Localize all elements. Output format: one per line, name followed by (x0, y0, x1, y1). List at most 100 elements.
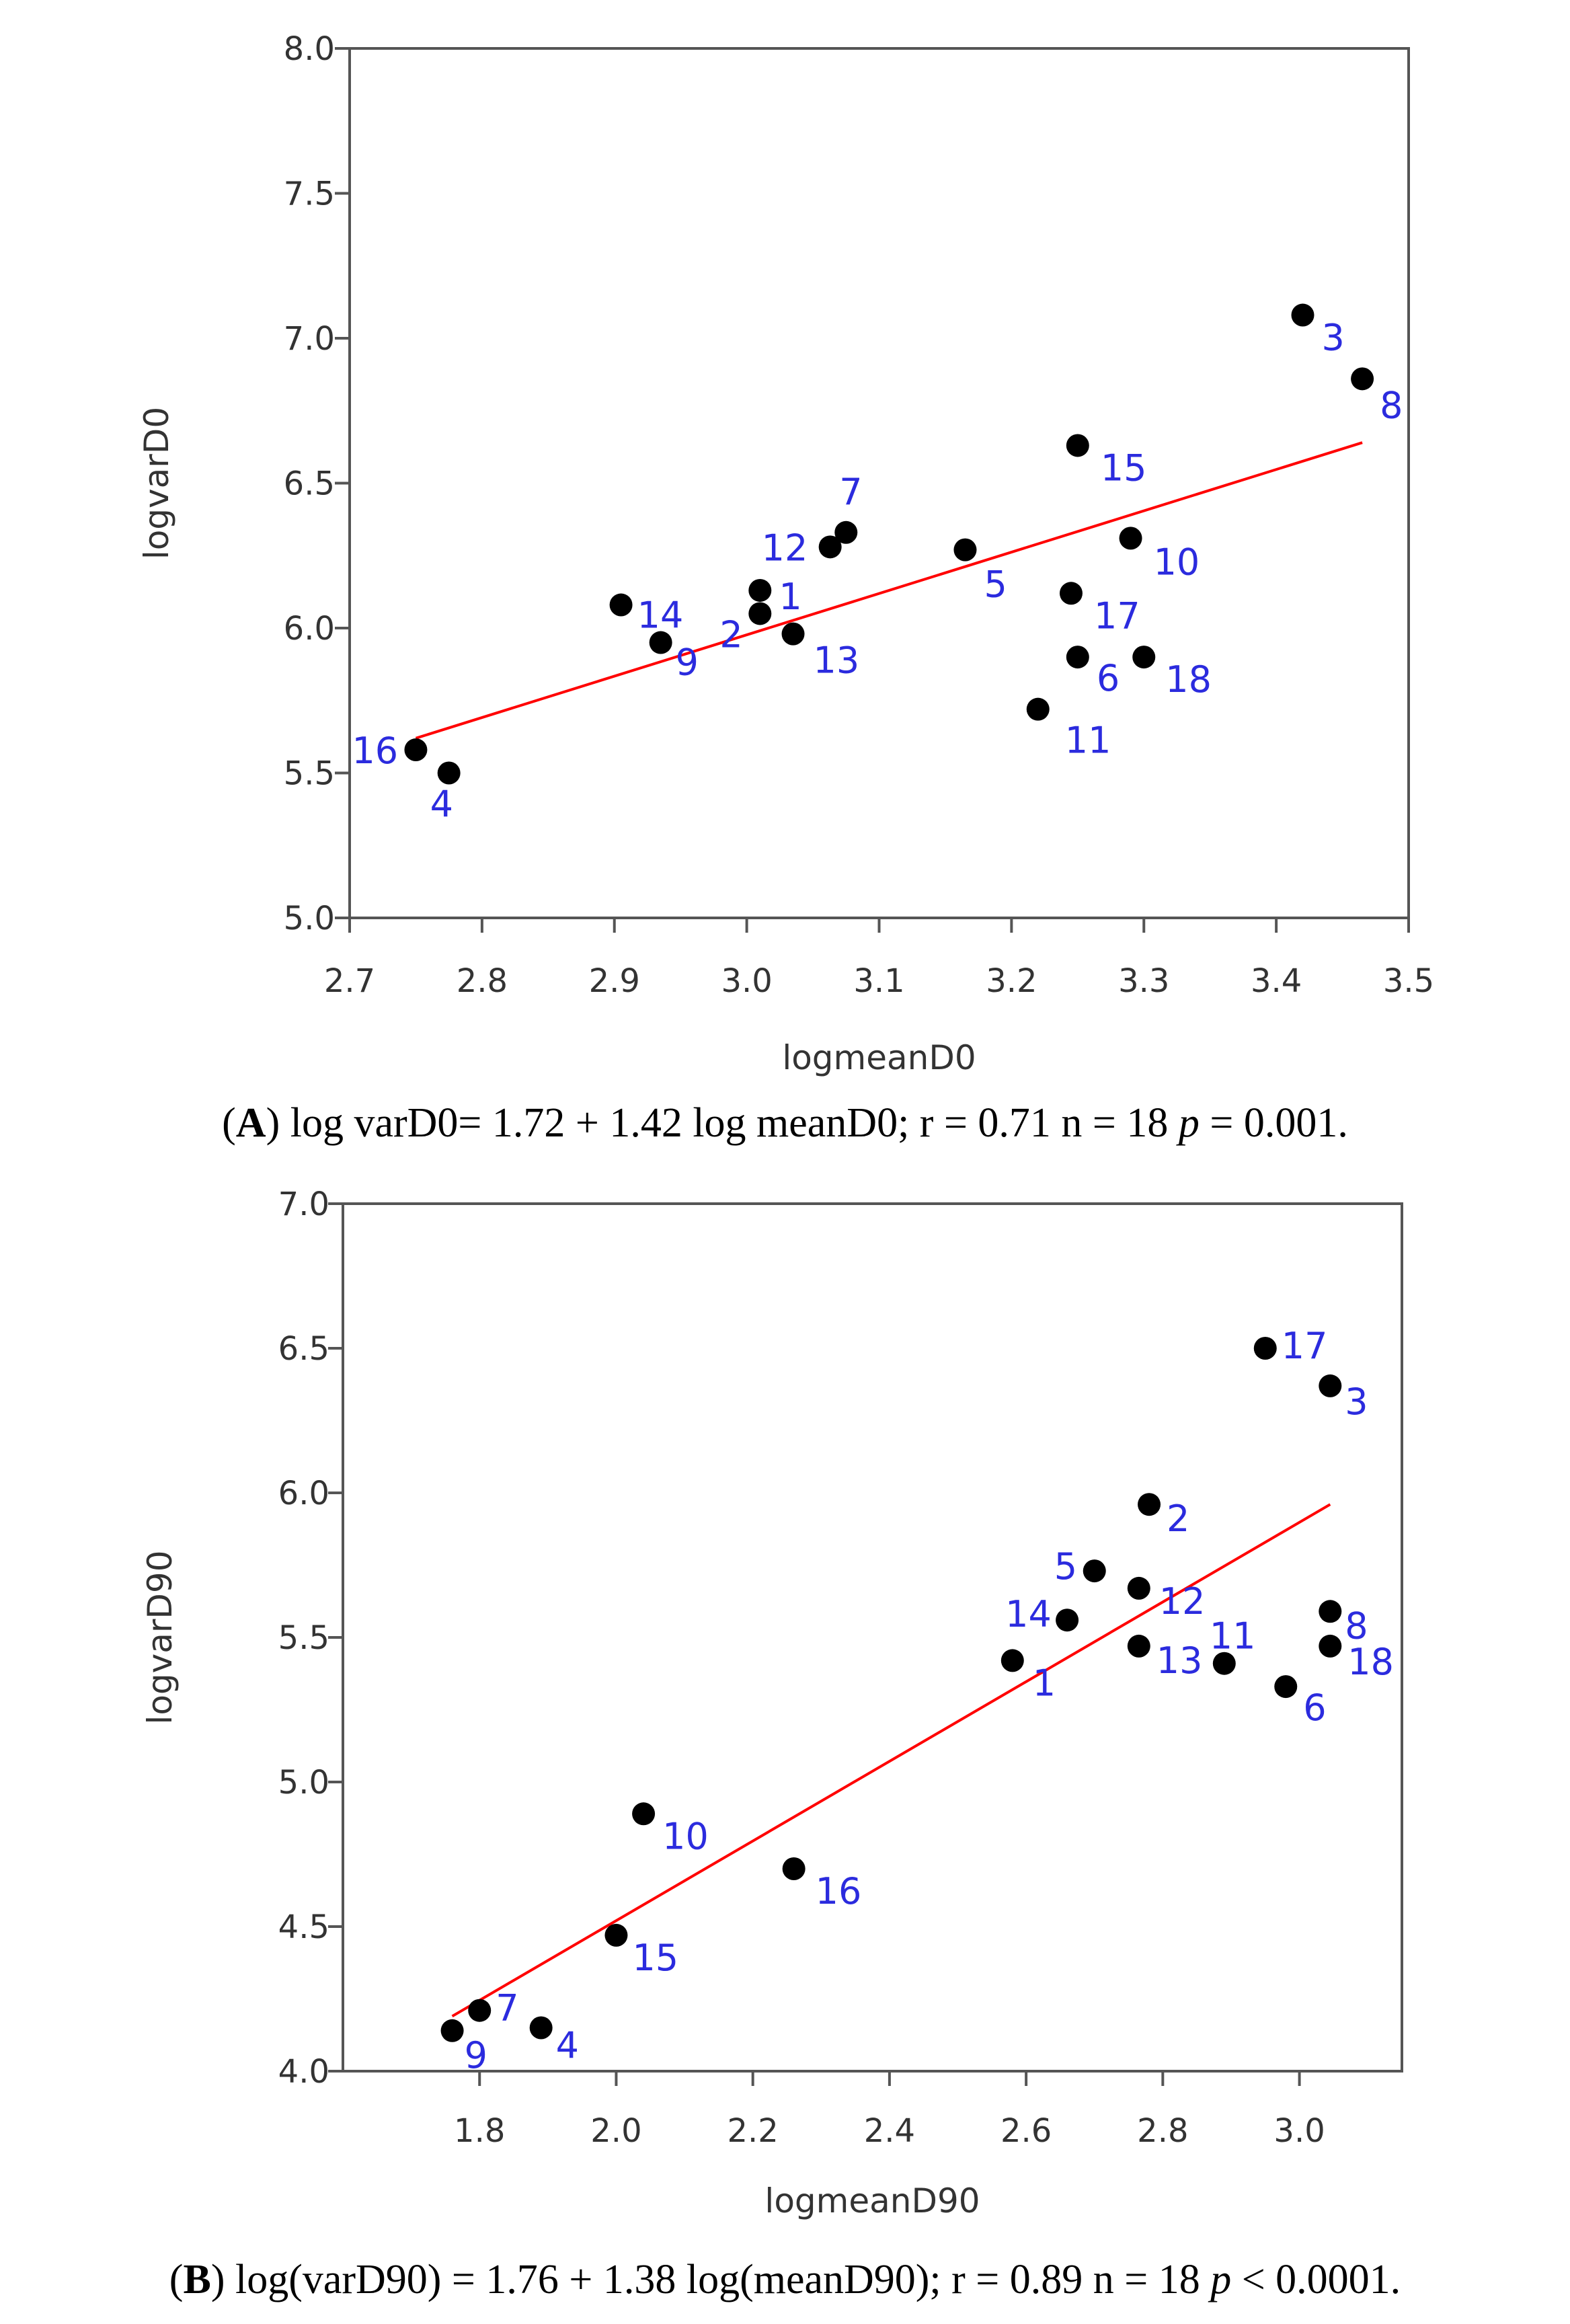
point-label-a-2: 2 (719, 613, 742, 656)
caption-b-p-value: < 0.0001. (1231, 2257, 1401, 2302)
y-tick-label-a: 7.5 (284, 176, 335, 213)
data-point-a-16 (404, 738, 428, 762)
point-label-a-6: 6 (1097, 657, 1120, 699)
data-point-a-11 (1026, 697, 1050, 721)
data-point-b-18 (1319, 1634, 1342, 1658)
x-tick-label-a: 3.3 (1118, 962, 1169, 1000)
x-tick-label-b: 2.8 (1137, 2112, 1188, 2150)
y-tick-label-b: 7.0 (278, 1186, 329, 1223)
data-point-a-7 (834, 520, 858, 544)
x-tick-label-a: 3.4 (1251, 962, 1302, 1000)
y-tick-label-a: 5.5 (284, 755, 335, 793)
point-label-b-18: 18 (1347, 1641, 1394, 1683)
caption-b-p-symbol: p (1210, 2257, 1232, 2302)
point-label-b-9: 9 (465, 2034, 487, 2077)
point-label-a-13: 13 (814, 640, 860, 682)
data-point-a-5 (953, 538, 977, 561)
caption-a-p-value: = 0.001. (1199, 1100, 1348, 1146)
point-label-a-1: 1 (779, 576, 801, 618)
data-point-a-13 (781, 622, 805, 646)
caption-b-tag: B (183, 2257, 211, 2302)
data-point-a-12 (818, 535, 842, 559)
point-label-a-11: 11 (1065, 720, 1111, 762)
x-tick-label-b: 1.8 (454, 2112, 505, 2150)
data-point-b-4 (529, 2016, 553, 2040)
caption-b-text: log(varD90) = 1.76 + 1.38 log(meanD90); … (235, 2257, 1211, 2302)
point-label-b-15: 15 (632, 1937, 678, 1979)
data-point-a-4 (437, 761, 461, 785)
point-label-b-12: 12 (1159, 1580, 1206, 1623)
data-point-b-13 (1127, 1634, 1150, 1658)
point-label-a-17: 17 (1094, 594, 1140, 637)
plot-frame-a (348, 47, 1410, 919)
y-tick-label-b: 4.5 (278, 1908, 329, 1946)
data-point-a-17 (1059, 582, 1083, 605)
point-label-b-7: 7 (496, 1987, 518, 2029)
x-tick-label-b: 2.2 (728, 2112, 779, 2150)
data-point-a-18 (1132, 646, 1156, 669)
point-label-b-10: 10 (662, 1815, 709, 1857)
data-point-a-14 (609, 593, 633, 617)
point-label-b-1: 1 (1033, 1662, 1056, 1704)
y-tick-label-b: 4.0 (278, 2053, 329, 2091)
data-point-b-14 (1056, 1609, 1079, 1632)
y-axis-title-b: logvarD90 (141, 1550, 180, 1724)
data-point-b-1 (1000, 1649, 1024, 1672)
point-label-a-18: 18 (1165, 658, 1212, 701)
x-tick-label-b: 3.0 (1273, 2112, 1325, 2150)
x-tick-label-a: 2.7 (324, 962, 375, 1000)
point-label-a-7: 7 (839, 471, 862, 513)
data-point-b-15 (604, 1923, 628, 1947)
data-point-a-1 (748, 578, 772, 602)
data-point-a-3 (1291, 303, 1314, 327)
data-point-a-15 (1066, 434, 1089, 457)
point-label-b-3: 3 (1345, 1381, 1368, 1423)
y-tick-label-b: 6.0 (278, 1475, 329, 1512)
data-point-b-11 (1212, 1652, 1236, 1675)
x-tick-label-b: 2.0 (590, 2112, 641, 2150)
panel-a-scatter-chart: 2.7 2.8 2.9 3.0 3.1 3.2 3.3 3.4 3.5 5.0 5.5 6.0 6.5 7… (137, 30, 1434, 1077)
y-tick-label-a: 8.0 (284, 30, 335, 68)
point-label-b-5: 5 (1054, 1545, 1077, 1588)
x-tick-label-a: 2.8 (457, 962, 508, 1000)
y-tick-label-a: 7.0 (284, 320, 335, 358)
x-axis-title-a: logmeanD0 (782, 1038, 976, 1077)
data-point-b-7 (468, 1999, 492, 2022)
x-tick-label-a: 3.1 (853, 962, 904, 1000)
y-tick-label-b: 6.5 (278, 1330, 329, 1368)
caption-a-text: log varD0= 1.72 + 1.42 log meanD0; r = 0… (290, 1100, 1179, 1146)
caption-b: (B) log(varD90) = 1.76 + 1.38 log(meanD9… (169, 2257, 1401, 2302)
x-tick-label-b: 2.4 (864, 2112, 915, 2150)
point-label-a-14: 14 (637, 594, 684, 637)
x-tick-label-a: 2.9 (589, 962, 640, 1000)
point-label-a-10: 10 (1154, 541, 1200, 583)
x-tick-label-a: 3.0 (721, 962, 772, 1000)
y-tick-label-a: 5.0 (284, 900, 335, 937)
y-tick-label-b: 5.5 (278, 1619, 329, 1657)
point-label-a-4: 4 (430, 783, 453, 826)
x-tick-label-a: 3.5 (1383, 962, 1434, 1000)
x-tick-label-a: 3.2 (986, 962, 1037, 1000)
point-label-a-5: 5 (984, 564, 1007, 606)
data-point-a-6 (1066, 646, 1089, 669)
x-axis-title-b: logmeanD90 (764, 2181, 980, 2220)
data-point-a-10 (1119, 527, 1142, 550)
point-label-b-6: 6 (1303, 1687, 1326, 1729)
data-point-b-10 (632, 1802, 656, 1826)
point-label-b-14: 14 (1005, 1593, 1052, 1635)
point-label-a-16: 16 (352, 730, 398, 772)
data-point-b-5 (1083, 1559, 1106, 1583)
y-tick-label-a: 6.5 (284, 465, 335, 503)
y-tick-label-b: 5.0 (278, 1764, 329, 1802)
point-label-a-15: 15 (1101, 447, 1147, 489)
data-point-a-2 (748, 602, 772, 625)
regression-line-b (451, 1503, 1331, 2018)
data-point-b-8 (1319, 1600, 1342, 1623)
caption-a-tag: A (235, 1100, 266, 1146)
data-point-b-3 (1319, 1374, 1342, 1397)
x-tick-label-b: 2.6 (1000, 2112, 1052, 2150)
point-label-b-11: 11 (1210, 1615, 1256, 1658)
point-label-b-17: 17 (1282, 1325, 1328, 1367)
point-label-a-12: 12 (762, 527, 808, 569)
